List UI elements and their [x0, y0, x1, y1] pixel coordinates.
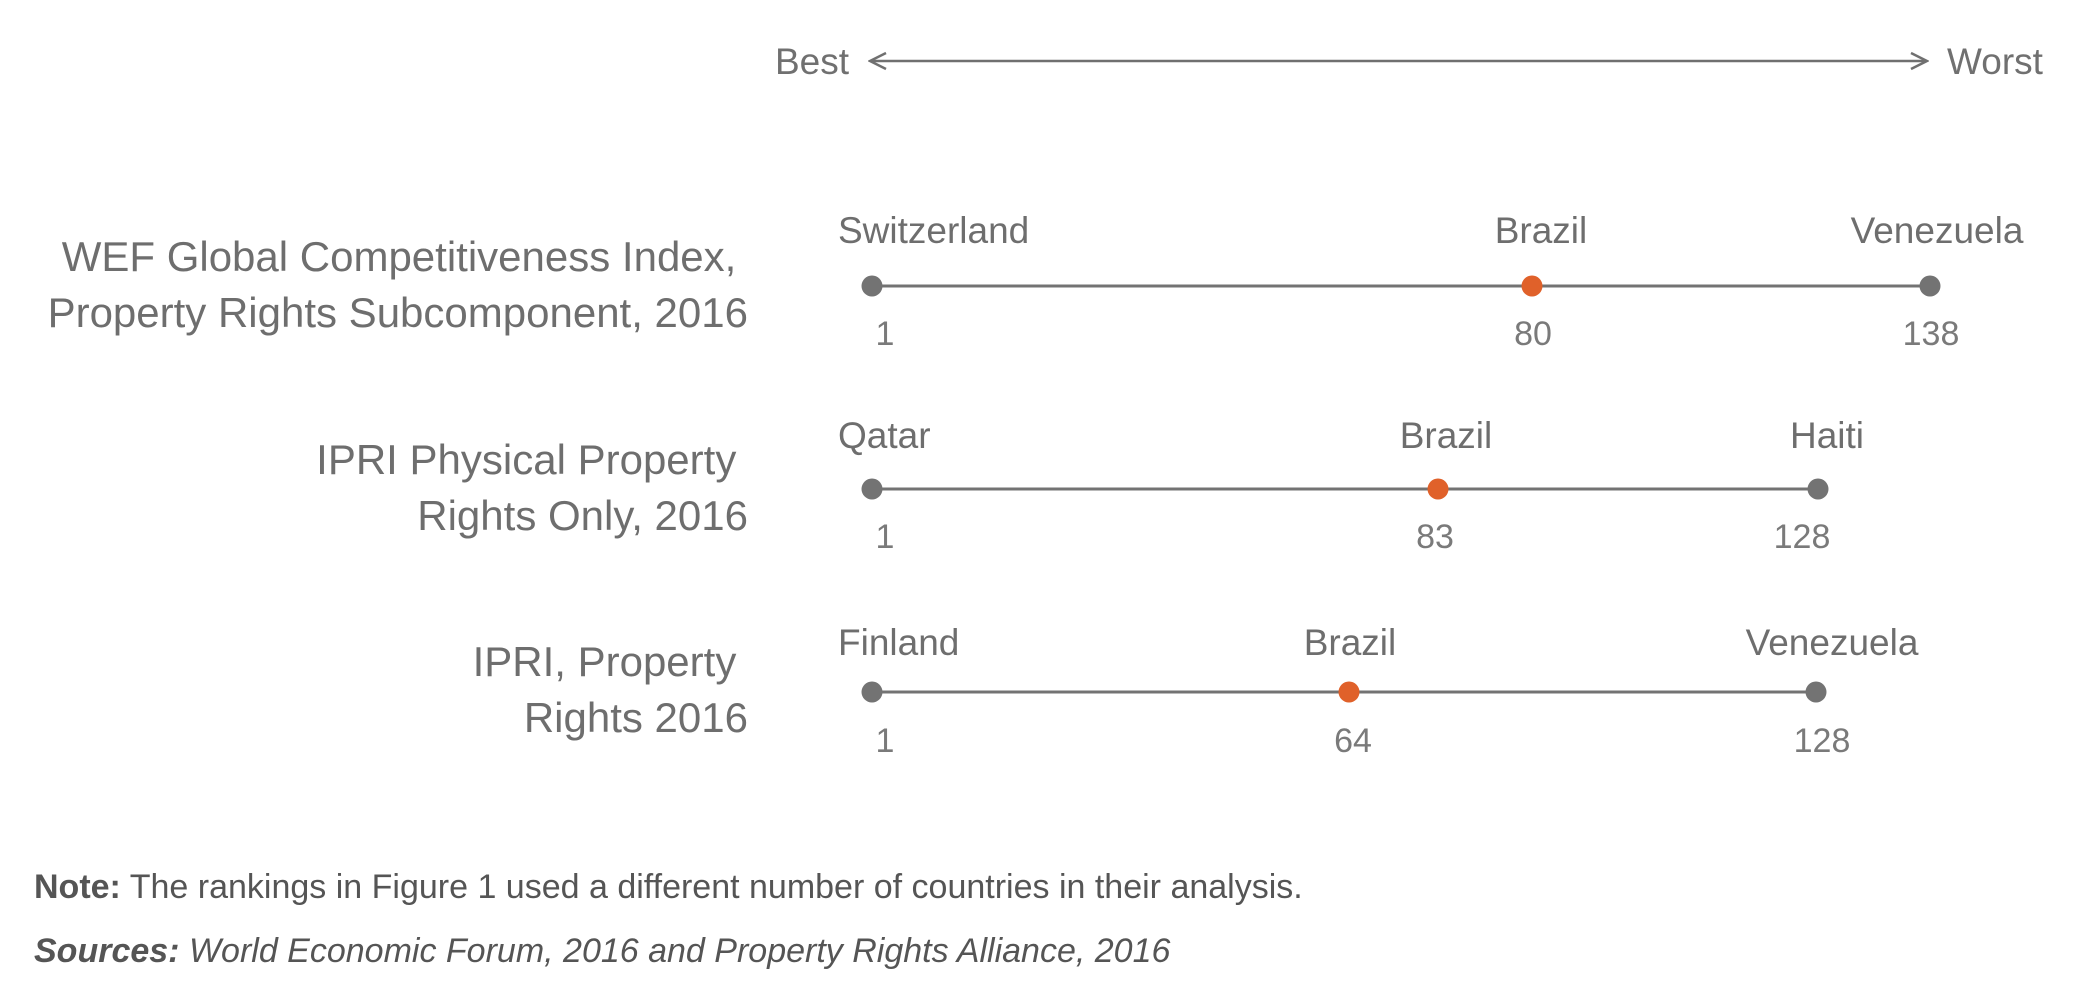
best-country: Switzerland — [838, 210, 1029, 251]
best-country: Finland — [838, 622, 959, 663]
best-rank: 1 — [876, 315, 895, 353]
row-label-line-1: WEF Global Competitiveness Index, — [62, 233, 737, 280]
chart-sources: Sources: World Economic Forum, 2016 and … — [34, 932, 1170, 971]
best-dot — [861, 478, 883, 500]
worst-dot — [1807, 478, 1829, 500]
brazil-country: Brazil — [1495, 210, 1588, 251]
row-label-line-2: Rights Only, 2016 — [417, 492, 748, 539]
best-rank: 1 — [876, 722, 895, 760]
note-label: Note: — [34, 868, 121, 906]
best-country: Qatar — [838, 415, 931, 456]
best-rank: 1 — [876, 518, 895, 556]
sources-text: World Economic Forum, 2016 and Property … — [179, 932, 1171, 970]
worst-rank: 138 — [1903, 315, 1960, 353]
row-label: IPRI, Property Rights 2016 — [473, 638, 748, 741]
worst-country: Venezuela — [1746, 622, 1919, 663]
brazil-rank: 80 — [1514, 315, 1552, 353]
brazil-dot — [1521, 275, 1543, 297]
worst-rank: 128 — [1794, 722, 1851, 760]
worst-country: Venezuela — [1851, 210, 2024, 251]
brazil-dot — [1427, 478, 1449, 500]
note-text: The rankings in Figure 1 used a differen… — [120, 868, 1303, 906]
row-label-line-2: Property Rights Subcomponent, 2016 — [48, 289, 748, 336]
scale-best-label: Best — [775, 41, 850, 82]
brazil-country: Brazil — [1304, 622, 1397, 663]
sources-label: Sources: — [34, 932, 180, 970]
row-label-line-1: IPRI Physical Property — [316, 436, 736, 483]
worst-dot — [1805, 681, 1827, 703]
brazil-rank: 83 — [1416, 518, 1454, 556]
worst-rank: 128 — [1774, 518, 1831, 556]
row-label-line-1: IPRI, Property — [473, 638, 737, 685]
chart-note: Note: The rankings in Figure 1 used a di… — [34, 868, 1303, 907]
worst-country: Haiti — [1790, 415, 1864, 456]
row-label-line-2: Rights 2016 — [524, 694, 748, 741]
scale-worst-label: Worst — [1947, 41, 2044, 82]
row-ipri-physical: IPRI Physical Property Rights Only, 2016… — [316, 415, 1864, 556]
scale-arrow: Best Worst — [775, 41, 2044, 82]
worst-dot — [1919, 275, 1941, 297]
best-dot — [861, 681, 883, 703]
brazil-country: Brazil — [1400, 415, 1493, 456]
row-wef: WEF Global Competitiveness Index, Proper… — [48, 210, 2024, 353]
row-label: IPRI Physical Property Rights Only, 2016 — [316, 436, 748, 539]
row-ipri-overall: IPRI, Property Rights 2016 Finland Brazi… — [473, 622, 1919, 760]
brazil-rank: 64 — [1334, 722, 1372, 760]
brazil-dot — [1338, 681, 1360, 703]
row-label: WEF Global Competitiveness Index, Proper… — [48, 233, 748, 336]
best-dot — [861, 275, 883, 297]
